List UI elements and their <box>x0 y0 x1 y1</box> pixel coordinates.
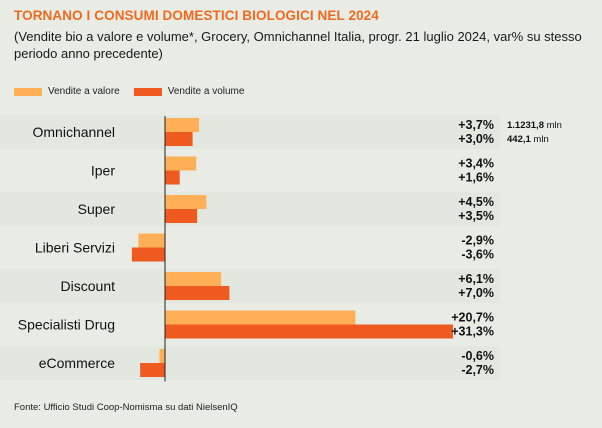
legend-swatch-volume <box>133 87 162 96</box>
bar <box>165 195 207 209</box>
data-label: -2,7% <box>461 363 494 377</box>
bar <box>140 363 165 377</box>
value-annotation: 442,1 mln <box>507 134 549 145</box>
data-label: +3,4% <box>458 157 494 171</box>
bar <box>165 310 356 325</box>
data-label: +3,0% <box>458 132 494 146</box>
data-label: +7,0% <box>458 286 494 300</box>
data-label: +3,7% <box>458 118 494 132</box>
row-band <box>0 269 500 303</box>
data-label: +1,6% <box>458 171 494 185</box>
row-band <box>0 192 500 226</box>
legend-label-volume: Vendite a volume <box>167 86 245 97</box>
data-label: -0,6% <box>461 349 494 363</box>
data-label: +6,1% <box>458 272 494 286</box>
bar <box>159 349 165 363</box>
bar <box>165 209 198 223</box>
bar <box>138 233 165 248</box>
chart-title: TORNANO I CONSUMI DOMESTICI BIOLOGICI NE… <box>14 8 379 23</box>
bar <box>165 118 200 132</box>
legend-item-volume: Vendite a volume <box>133 86 245 97</box>
bar <box>165 156 197 171</box>
category-label: eCommerce <box>39 355 115 371</box>
data-label: +31,3% <box>451 325 494 339</box>
row-band <box>0 230 500 265</box>
row-band <box>0 153 500 188</box>
source-note: Fonte: Ufficio Studi Coop-Nomisma su dat… <box>14 402 238 413</box>
row-band <box>0 346 500 380</box>
category-label: Liberi Servizi <box>35 240 115 256</box>
bar <box>165 324 453 339</box>
value-annotation: 1.1231,8 mln <box>507 120 562 131</box>
category-label: Specialisti Drug <box>18 317 115 333</box>
category-label: Iper <box>91 163 115 179</box>
bar-chart: Omnichannel +3,7%+3,0% Iper +3,4%+1,6% Super… <box>0 115 562 382</box>
chart-subtitle: (Vendite bio a valore e volume*, Grocery… <box>14 29 582 61</box>
data-label: +20,7% <box>451 311 494 325</box>
legend: Vendite a valore Vendite a volume <box>14 86 258 97</box>
data-label: -3,6% <box>461 248 494 262</box>
row-band <box>0 115 500 149</box>
legend-label-valore: Vendite a valore <box>48 86 120 97</box>
data-label: +4,5% <box>458 195 494 209</box>
data-label: +3,5% <box>458 209 494 223</box>
category-label: Discount <box>61 278 116 294</box>
data-label: -2,9% <box>461 234 494 248</box>
bar <box>165 272 222 286</box>
bar <box>165 170 180 185</box>
category-label: Super <box>78 201 116 217</box>
category-label: Omnichannel <box>33 124 116 140</box>
bar <box>165 286 230 300</box>
bar <box>131 247 165 262</box>
bar <box>165 132 193 146</box>
legend-swatch-valore <box>14 87 42 96</box>
legend-item-valore: Vendite a valore <box>14 86 120 97</box>
